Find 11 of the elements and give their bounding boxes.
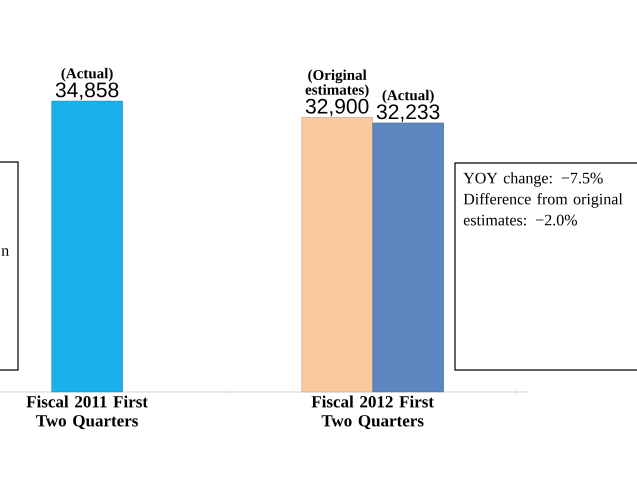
data-label: 32,900 bbox=[306, 98, 368, 116]
annotation: n bbox=[2, 248, 9, 256]
annotation: YOY change: −7.5% bbox=[463, 172, 603, 187]
series-label: (Original estimates) bbox=[306, 69, 369, 98]
data-label: 34,858 bbox=[56, 82, 118, 100]
series-label: (Actual) bbox=[62, 68, 113, 82]
data-label: 32,233 bbox=[376, 104, 440, 122]
annotation: Difference from original estimates: −2.0% bbox=[464, 193, 623, 226]
x-tick-label: Fiscal 2012 First Two Quarters bbox=[312, 396, 434, 430]
series-label: (Actual) bbox=[382, 90, 434, 104]
x-tick-label: Fiscal 2011 First Two Quarters bbox=[26, 396, 148, 430]
